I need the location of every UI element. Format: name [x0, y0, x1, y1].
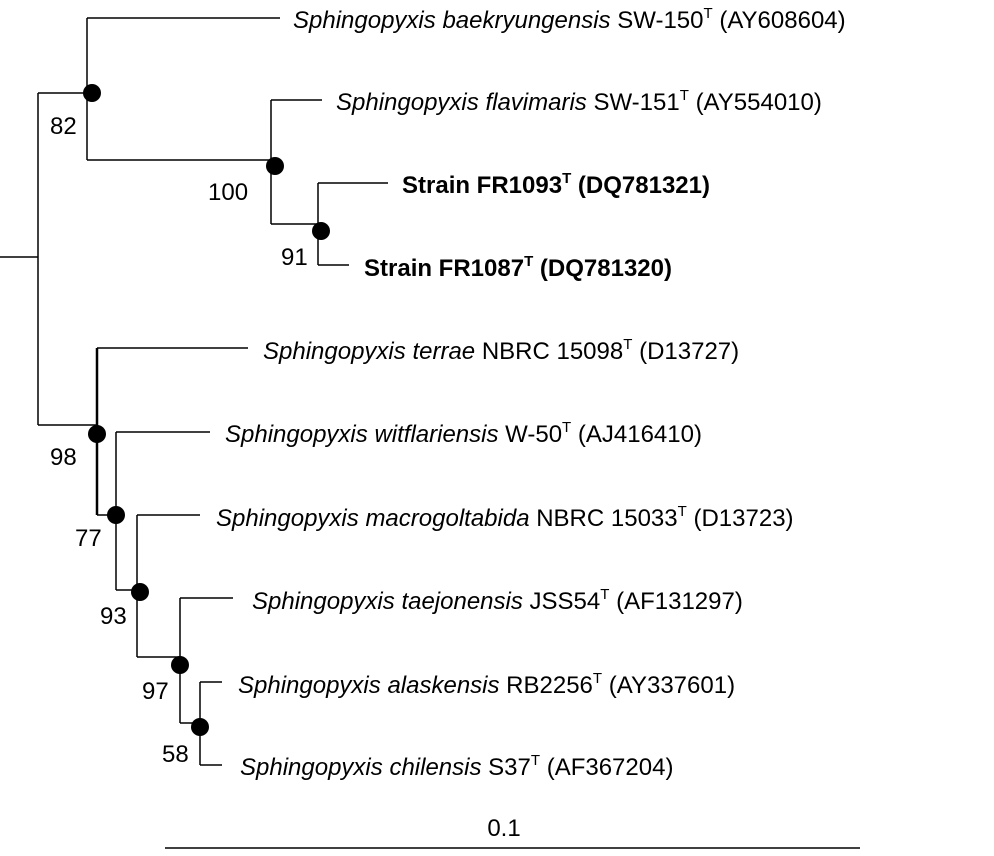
node-dot-100	[266, 157, 284, 175]
type-strain-superscript: T	[531, 752, 540, 769]
genus-name: Sphingopyxis	[240, 754, 383, 781]
species-name: chilensis	[389, 754, 481, 781]
taxon-label-taejonensis: Sphingopyxis taejonensis JSS54T (AF13129…	[252, 578, 743, 615]
species-name: witflariensis	[374, 421, 498, 448]
type-strain-superscript: T	[623, 336, 632, 353]
accession-number: (DQ781321)	[578, 172, 710, 199]
type-strain-superscript: T	[562, 170, 571, 187]
species-name: flavimaris	[485, 89, 586, 116]
taxon-label-alaskensis: Sphingopyxis alaskensis RB2256T (AY33760…	[238, 662, 735, 699]
genus-name: Sphingopyxis	[238, 672, 381, 699]
bootstrap-97: 97	[142, 678, 169, 705]
bootstrap-58: 58	[162, 741, 189, 768]
accession-number: (AF367204)	[547, 754, 674, 781]
taxon-label-fr1087: Strain FR1087T (DQ781320)	[364, 245, 672, 282]
strain-id: RB2256	[506, 672, 593, 699]
type-strain-superscript: T	[593, 670, 602, 687]
taxon-label-macrogoltabida: Sphingopyxis macrogoltabida NBRC 15033T …	[216, 495, 794, 532]
genus-name: Sphingopyxis	[252, 588, 395, 615]
type-strain-superscript: T	[524, 253, 533, 270]
strain-name: Strain FR1087	[364, 255, 524, 282]
accession-number: (D13727)	[639, 338, 739, 365]
species-name: alaskensis	[387, 672, 499, 699]
genus-name: Sphingopyxis	[225, 421, 368, 448]
node-dot-91	[312, 222, 330, 240]
type-strain-superscript: T	[678, 503, 687, 520]
node-dot-58	[191, 718, 209, 736]
taxon-label-fr1093: Strain FR1093T (DQ781321)	[402, 162, 710, 199]
type-strain-superscript: T	[680, 87, 689, 104]
accession-number: (AY337601)	[609, 672, 735, 699]
taxon-label-chilensis: Sphingopyxis chilensis S37T (AF367204)	[240, 744, 673, 781]
species-name: taejonensis	[401, 588, 522, 615]
strain-id: SW-150	[617, 7, 703, 34]
strain-id: JSS54	[530, 588, 601, 615]
node-dot-82	[83, 84, 101, 102]
bootstrap-82: 82	[50, 113, 77, 140]
strain-id: W-50	[505, 421, 562, 448]
node-dot-98	[88, 425, 106, 443]
strain-id: S37	[488, 754, 531, 781]
bootstrap-91: 91	[281, 244, 308, 271]
genus-name: Sphingopyxis	[293, 7, 436, 34]
accession-number: (AJ416410)	[578, 421, 702, 448]
accession-number: (D13723)	[693, 505, 793, 532]
taxon-label-terrae: Sphingopyxis terrae NBRC 15098T (D13727)	[263, 328, 739, 365]
node-dot-77	[107, 506, 125, 524]
bootstrap-77: 77	[75, 525, 102, 552]
species-name: macrogoltabida	[365, 505, 529, 532]
taxon-label-baekryungensis: Sphingopyxis baekryungensis SW-150T (AY6…	[293, 0, 846, 34]
bootstrap-100: 100	[208, 179, 248, 206]
genus-name: Sphingopyxis	[336, 89, 479, 116]
taxon-label-witflariensis: Sphingopyxis witflariensis W-50T (AJ4164…	[225, 411, 702, 448]
type-strain-superscript: T	[703, 5, 712, 22]
accession-number: (AF131297)	[616, 588, 743, 615]
node-dot-93	[131, 583, 149, 601]
accession-number: (AY608604)	[719, 7, 845, 34]
genus-name: Sphingopyxis	[263, 338, 406, 365]
genus-name: Sphingopyxis	[216, 505, 359, 532]
bootstrap-98: 98	[50, 444, 77, 471]
accession-number: (AY554010)	[696, 89, 822, 116]
strain-name: Strain FR1093	[402, 172, 562, 199]
strain-id: NBRC 15033	[536, 505, 677, 532]
scale-bar-label: 0.1	[487, 815, 520, 842]
strain-id: SW-151	[593, 89, 679, 116]
species-name: baekryungensis	[442, 7, 610, 34]
bootstrap-93: 93	[100, 603, 127, 630]
type-strain-superscript: T	[600, 586, 609, 603]
taxon-label-flavimaris: Sphingopyxis flavimaris SW-151T (AY55401…	[336, 79, 822, 116]
species-name: terrae	[412, 338, 475, 365]
type-strain-superscript: T	[562, 419, 571, 436]
accession-number: (DQ781320)	[540, 255, 672, 282]
strain-id: NBRC 15098	[482, 338, 623, 365]
node-dot-97	[171, 656, 189, 674]
